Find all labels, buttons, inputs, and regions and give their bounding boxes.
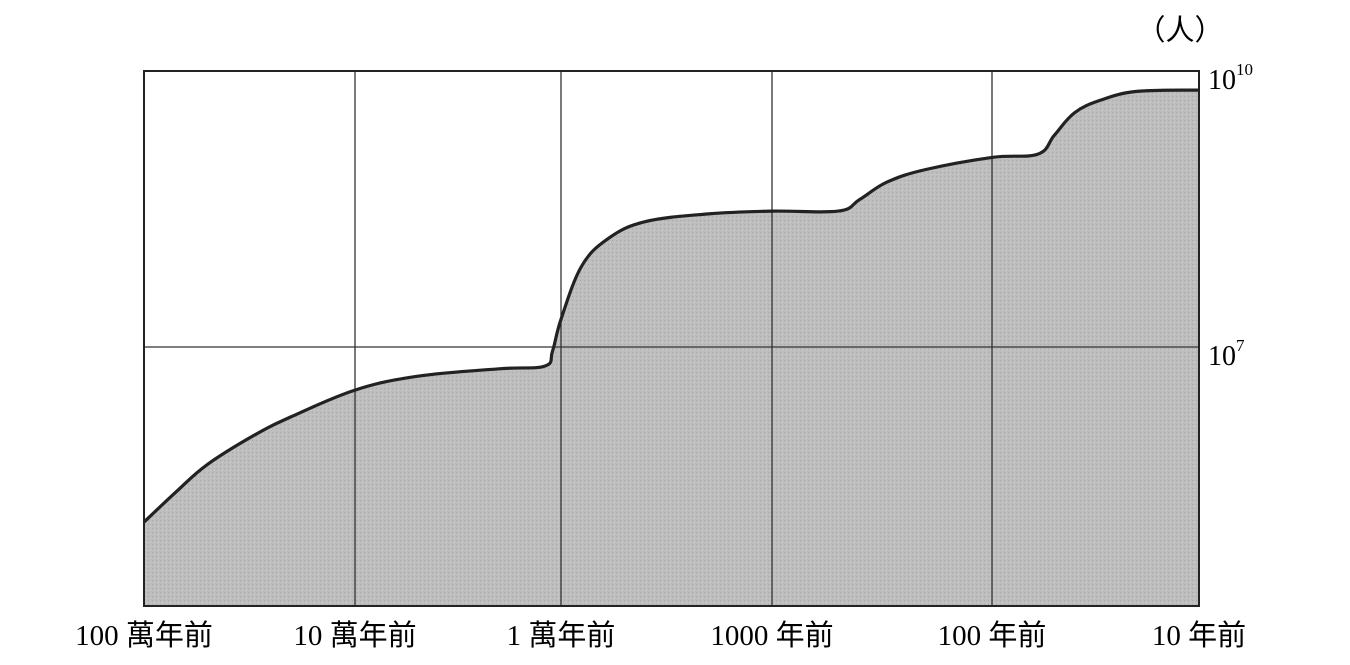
y-tick-label: 1010 bbox=[1208, 60, 1253, 96]
line-layer bbox=[142, 88, 1200, 524]
population-line bbox=[142, 88, 1200, 524]
x-tick-labels: 100 萬年前 10 萬年前 1 萬年前 1000 年前 100 年前 10 年前 bbox=[75, 619, 1246, 652]
x-tick-label: 100 年前 bbox=[938, 619, 1047, 652]
x-tick-label: 1 萬年前 bbox=[507, 619, 616, 652]
x-tick-label: 100 萬年前 bbox=[75, 619, 213, 652]
y-axis-unit-label: （人） bbox=[1136, 15, 1223, 47]
y-tick-label: 107 bbox=[1208, 336, 1245, 372]
x-tick-label: 10 萬年前 bbox=[293, 619, 416, 652]
x-tick-label: 1000 年前 bbox=[710, 619, 833, 652]
frame-layer bbox=[143, 70, 1200, 607]
grid-layer bbox=[144, 71, 1199, 606]
plot-frame bbox=[143, 70, 1200, 607]
population-area bbox=[144, 90, 1199, 607]
x-tick-label: 10 年前 bbox=[1152, 619, 1246, 652]
y-tick-labels: 107 1010 bbox=[1208, 60, 1253, 372]
area-layer bbox=[144, 90, 1199, 607]
